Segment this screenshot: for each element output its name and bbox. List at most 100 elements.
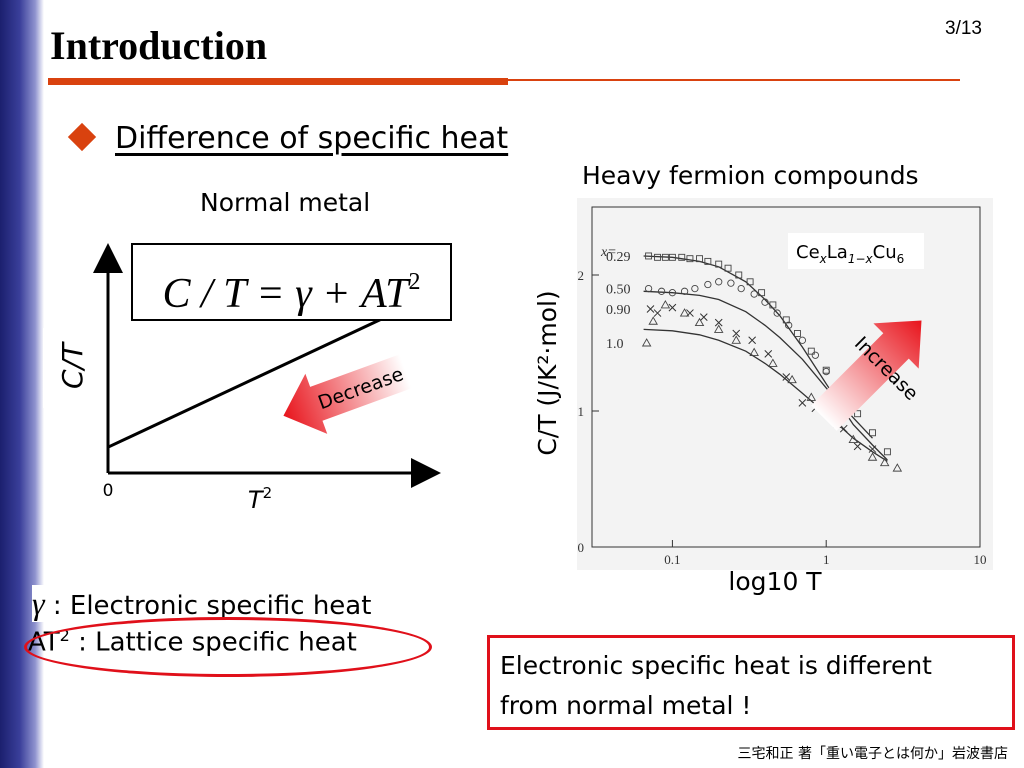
data-point-circle — [798, 336, 807, 344]
compound-label: CexLa1−xCu6 — [796, 242, 904, 266]
axis-ticks: 0.1 1 10 0 1 2 — [578, 268, 987, 567]
data-point-triangle — [787, 374, 797, 384]
series-label: 0.90 — [606, 303, 631, 318]
data-point-square — [645, 252, 653, 260]
data-point-circle — [822, 367, 830, 376]
data-point-circle — [704, 280, 712, 289]
data-point-square — [654, 253, 661, 261]
x-tick-label: 1 — [823, 552, 830, 567]
data-point-cross — [714, 318, 723, 327]
heavy-fermion-label: Heavy fermion compounds — [582, 161, 919, 190]
data-point-triangle — [749, 347, 759, 356]
conclusion-box: Electronic specific heat is different fr… — [487, 635, 1015, 730]
x-tick-label: 0.1 — [664, 552, 680, 567]
title-underline-thick — [48, 78, 508, 85]
x-tick-label-zero: 0 — [103, 481, 114, 501]
data-point-cross — [668, 303, 677, 312]
diamond-bullet-icon — [67, 122, 97, 152]
data-point-square — [724, 264, 732, 272]
data-point-circle — [785, 321, 793, 329]
data-point-square — [854, 410, 862, 418]
conclusion-line-1: Electronic specific heat is different — [500, 651, 932, 680]
data-point-triangle — [806, 392, 817, 401]
data-point-cross — [646, 305, 655, 313]
data-point-square — [735, 271, 743, 279]
data-point-square — [715, 260, 723, 268]
gamma-description: γ : Electronic specific heat — [32, 585, 376, 622]
data-point-triangle — [713, 324, 724, 333]
data-point-square — [793, 330, 801, 337]
data-point-cross — [798, 398, 807, 407]
data-points — [641, 252, 903, 472]
data-point-triangle — [648, 316, 658, 325]
decrease-arrow-shape — [283, 354, 412, 434]
series-label: 0.50 — [606, 283, 631, 298]
y-axis-label: C/T (J/K²·mol) — [533, 290, 562, 455]
data-point-cross — [732, 329, 741, 338]
data-point-circle — [680, 287, 689, 295]
conclusion-line-2: from normal metal ! — [500, 691, 752, 720]
data-point-triangle — [867, 452, 878, 461]
x-tick-label: 10 — [974, 552, 987, 567]
formula-exponent: 2 — [408, 269, 421, 295]
data-point-circle — [668, 289, 677, 297]
reference-citation: 三宅和正 著「重い電子とは何か」岩波書店 — [737, 746, 1008, 762]
data-point-square — [769, 301, 777, 309]
formula-text: C / T = γ + AT — [162, 271, 409, 317]
data-point-triangle — [848, 434, 859, 444]
data-point-cross — [653, 309, 662, 317]
data-point-triangle — [660, 300, 671, 309]
data-point-triangle — [768, 358, 778, 367]
data-point-square — [869, 429, 876, 437]
data-point-cross — [748, 336, 757, 345]
series-labels: 0.29 0.50 0.90 1.0 — [606, 250, 631, 352]
data-point-triangle — [679, 308, 690, 317]
x-prefix-label: x= — [600, 245, 617, 260]
plot-frame — [591, 206, 981, 548]
normal-metal-label: Normal metal — [200, 188, 371, 217]
gamma-symbol: γ — [32, 585, 45, 621]
series-line-c-over-t — [107, 310, 398, 449]
slide-number: 3/13 — [945, 18, 982, 39]
series-label: 0.29 — [606, 250, 631, 265]
x-axis-label: log10 T — [728, 567, 822, 596]
data-point-square — [704, 257, 712, 265]
data-point-square — [696, 255, 703, 263]
y-tick-label: 1 — [578, 404, 585, 419]
data-point-circle — [811, 351, 820, 359]
data-point-cross — [853, 442, 862, 451]
data-point-cross — [868, 445, 877, 453]
data-point-circle — [737, 284, 745, 293]
data-point-triangle — [892, 463, 903, 472]
data-point-circle — [657, 287, 666, 295]
y-tick-label: 2 — [578, 268, 585, 283]
plot-background — [577, 198, 993, 570]
data-point-square — [758, 289, 766, 297]
data-point-circle — [715, 278, 723, 286]
data-point-circle — [773, 309, 781, 317]
data-point-triangle — [731, 335, 742, 344]
decrease-arrow: Decrease — [283, 354, 412, 434]
y-tick-label: 0 — [578, 540, 585, 555]
highlight-ellipse — [24, 617, 432, 677]
data-point-triangle — [879, 457, 890, 467]
data-point-square — [686, 255, 694, 263]
title-underline-thin — [508, 79, 960, 81]
data-point-square — [668, 253, 676, 261]
increase-arrow-shape — [811, 320, 922, 431]
data-point-square — [807, 347, 815, 355]
data-point-square — [678, 253, 686, 261]
data-point-triangle — [641, 338, 652, 347]
series-label: 1.0 — [606, 337, 624, 352]
gamma-text: : Electronic specific heat — [44, 591, 372, 621]
section-heading: Difference of specific heat — [115, 121, 509, 156]
data-point-square — [746, 278, 754, 286]
data-point-cross — [782, 373, 791, 381]
y-axis-label: C/T — [56, 341, 89, 389]
data-point-cross — [686, 309, 694, 317]
heavy-fermion-chart: 0.1 1 10 0 1 2 0.29 0.50 0.90 1.0 x= CexLa1−xCu6… — [533, 198, 993, 596]
data-point-circle — [761, 298, 769, 306]
x-axis-label: T2 — [248, 484, 272, 514]
y-axis-label-box — [43, 328, 95, 408]
data-point-square — [883, 448, 891, 456]
